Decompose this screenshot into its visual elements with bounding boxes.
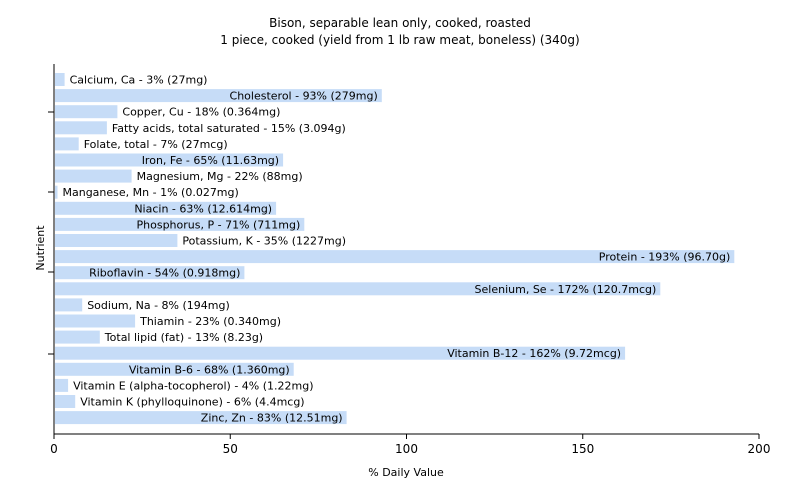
bar-label-20: Vitamin K (phylloquinone) - 6% (4.4mcg) (80, 396, 304, 409)
bar-11 (55, 250, 735, 264)
x-tick-label-4: 200 (748, 442, 771, 456)
x-tick-label-0: 0 (50, 442, 58, 456)
x-tick-label-2: 100 (395, 442, 418, 456)
bar-label-10: Potassium, K - 35% (1227mg) (182, 235, 346, 248)
bar-label-0: Calcium, Ca - 3% (27mg) (70, 74, 208, 87)
bar-16 (55, 330, 100, 344)
bar-21 (55, 411, 347, 425)
bar-18 (55, 362, 294, 376)
bar-label-6: Magnesium, Mg - 22% (88mg) (137, 170, 303, 183)
bar-10 (55, 234, 178, 247)
bar-12 (55, 266, 245, 280)
bar-8 (55, 201, 277, 215)
bar-label-5: Iron, Fe - 65% (11.63mg) (142, 154, 279, 167)
bar-17 (55, 346, 626, 360)
bar-6 (55, 169, 132, 183)
bar-13 (55, 282, 661, 296)
bar-label-14: Sodium, Na - 8% (194mg) (87, 299, 230, 312)
bar-19 (55, 378, 69, 392)
x-tick-label-3: 150 (571, 442, 594, 456)
bar-0 (55, 73, 65, 86)
bar-5 (55, 153, 284, 167)
chart-subtitle: 1 piece, cooked (yield from 1 lb raw mea… (220, 33, 579, 47)
y-axis-label: Nutrient (34, 225, 47, 271)
bars-group: Calcium, Ca - 3% (27mg) Cholesterol - 93%… (55, 73, 735, 425)
bar-14 (55, 298, 83, 312)
bar-label-12: Riboflavin - 54% (0.918mg) (89, 267, 240, 280)
chart-title: Bison, separable lean only, cooked, roas… (269, 16, 531, 30)
bar-1 (55, 89, 382, 103)
bar-label-9: Phosphorus, P - 71% (711mg) (137, 218, 301, 231)
bar-label-8: Niacin - 63% (12.614mg) (134, 202, 272, 215)
bar-label-15: Thiamin - 23% (0.340mg) (139, 315, 281, 328)
bar-20 (55, 395, 76, 408)
bar-label-7: Manganese, Mn - 1% (0.027mg) (63, 186, 239, 199)
bar-7 (55, 185, 58, 199)
bar-label-21: Zinc, Zn - 83% (12.51mg) (201, 412, 343, 425)
x-tick-label-1: 50 (223, 442, 238, 456)
bar-label-2: Copper, Cu - 18% (0.364mg) (122, 106, 280, 119)
bar-label-19: Vitamin E (alpha-tocopherol) - 4% (1.22m… (73, 379, 313, 392)
bar-4 (55, 137, 79, 151)
bar-9 (55, 217, 305, 231)
bar-label-18: Vitamin B-6 - 68% (1.360mg) (129, 363, 290, 376)
bar-3 (55, 121, 107, 135)
bar-label-17: Vitamin B-12 - 162% (9.72mcg) (447, 347, 621, 360)
axes-group: 0 50 100 150 200 (48, 64, 770, 456)
bar-label-4: Folate, total - 7% (27mcg) (84, 138, 228, 151)
bar-15 (55, 314, 136, 328)
bar-label-11: Protein - 193% (96.70g) (599, 251, 731, 264)
x-axis-label: % Daily Value (368, 466, 444, 479)
bar-label-16: Total lipid (fat) - 13% (8.23g) (104, 331, 263, 344)
bar-label-13: Selenium, Se - 172% (120.7mcg) (475, 283, 657, 296)
bar-label-3: Fatty acids, total saturated - 15% (3.09… (112, 122, 346, 135)
bar-label-1: Cholesterol - 93% (279mg) (230, 90, 378, 103)
bar-2 (55, 105, 118, 119)
